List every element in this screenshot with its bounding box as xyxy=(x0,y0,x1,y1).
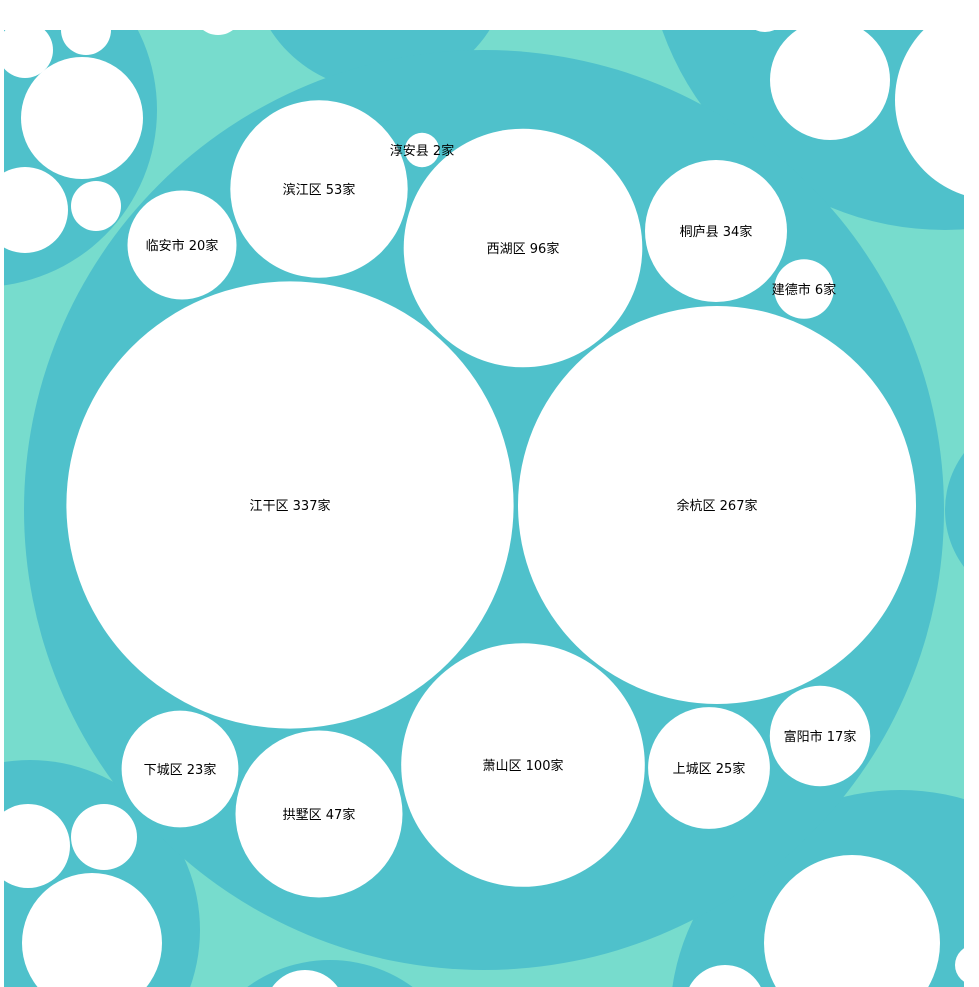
bubble-label: 淳安县 2家 xyxy=(390,143,454,159)
neighbor-bubble xyxy=(689,965,761,987)
bubble-label: 临安市 20家 xyxy=(146,238,219,254)
bubble-label: 桐庐县 34家 xyxy=(680,224,753,240)
bubble-西湖区[interactable] xyxy=(403,128,643,368)
frame-right xyxy=(964,0,979,987)
bubble-建德市[interactable] xyxy=(774,259,834,319)
frame-top xyxy=(0,0,979,30)
neighbor-bubble xyxy=(0,804,70,888)
neighbor-bubble xyxy=(0,167,68,253)
bubble-江干区[interactable] xyxy=(66,281,514,729)
bubble-临安市[interactable] xyxy=(127,190,237,300)
neighbor-bubble xyxy=(770,20,890,140)
neighbor-bubble xyxy=(22,873,162,987)
bubble-萧山区[interactable] xyxy=(401,643,645,887)
bubble-余杭区[interactable] xyxy=(518,306,916,704)
bubble-label: 余杭区 267家 xyxy=(677,498,758,514)
neighbor-bubble xyxy=(272,970,338,987)
bubble-label: 江干区 337家 xyxy=(250,498,331,514)
bubble-label: 建德市 6家 xyxy=(772,282,836,298)
bubble-上城区[interactable] xyxy=(648,707,770,829)
bubble-label: 滨江区 53家 xyxy=(283,182,356,198)
neighbor-bubble xyxy=(0,22,53,78)
frame-left xyxy=(0,0,4,987)
neighbor-bubble xyxy=(764,855,940,987)
bubble-滨江区[interactable] xyxy=(230,100,408,278)
bubble-label: 拱墅区 47家 xyxy=(283,807,356,823)
bubble-桐庐县[interactable] xyxy=(645,160,787,302)
bubble-label: 上城区 25家 xyxy=(673,761,746,777)
bubble-label: 富阳市 17家 xyxy=(784,729,857,745)
neighbor-bubble xyxy=(895,1,979,199)
neighbor-bubble xyxy=(21,57,143,179)
bubble-label: 西湖区 96家 xyxy=(487,241,560,257)
neighbor-bubble xyxy=(71,804,137,870)
bubble-拱墅区[interactable] xyxy=(235,730,403,898)
bubble-淳安县[interactable] xyxy=(404,132,440,168)
neighbor-bubble xyxy=(71,181,121,231)
bubble-下城区[interactable] xyxy=(121,710,239,828)
bubble-label: 萧山区 100家 xyxy=(483,758,564,774)
bubble-label: 下城区 23家 xyxy=(144,762,217,778)
bubble-富阳市[interactable] xyxy=(769,685,871,787)
